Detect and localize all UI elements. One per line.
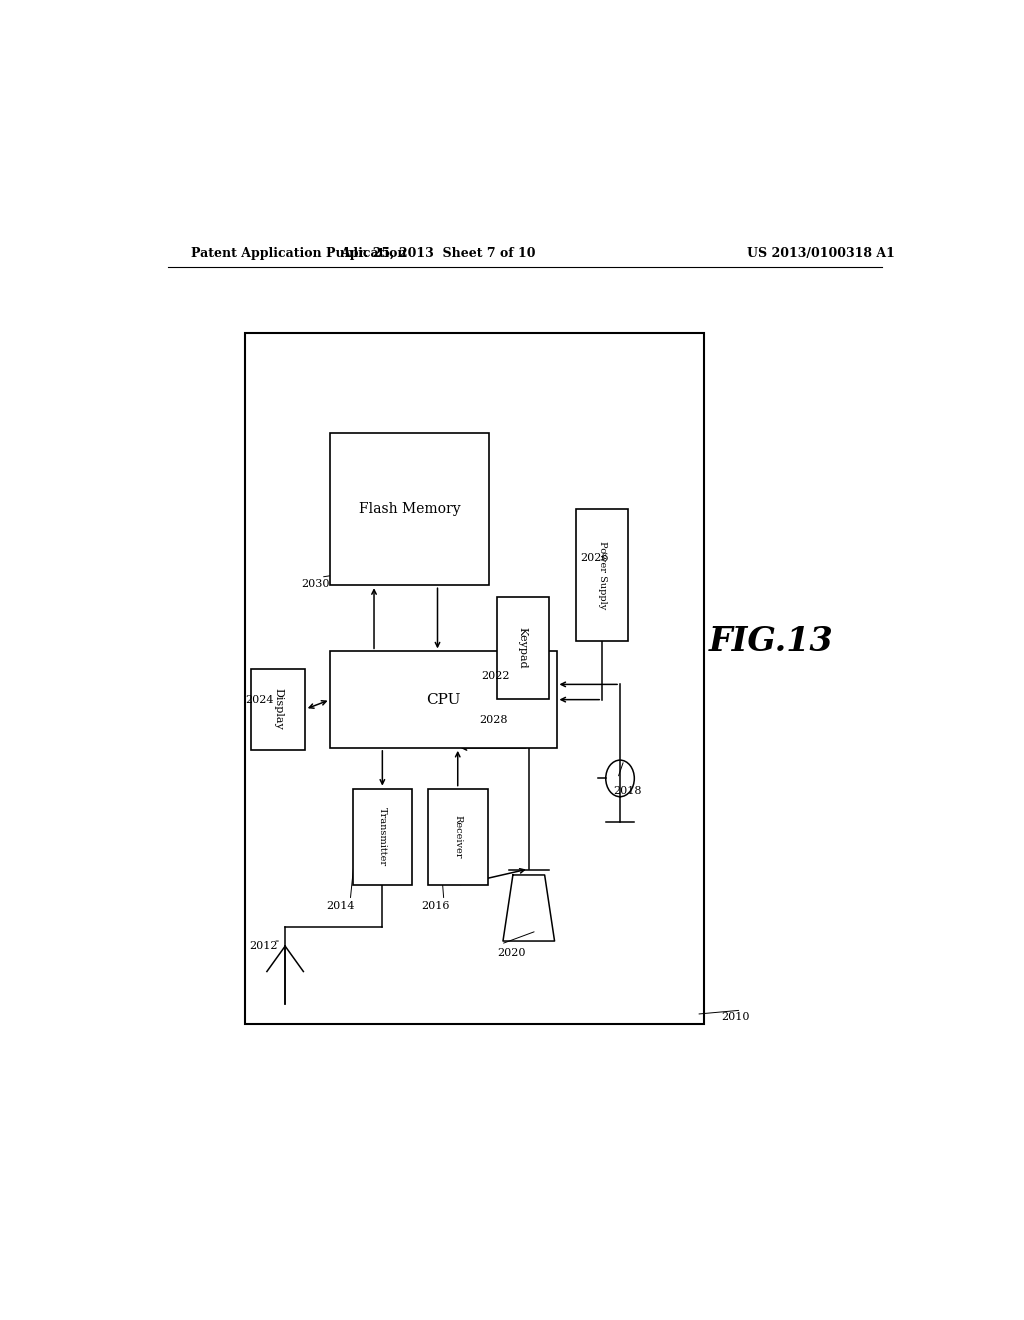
- Text: US 2013/0100318 A1: US 2013/0100318 A1: [748, 247, 895, 260]
- Text: Apr. 25, 2013  Sheet 7 of 10: Apr. 25, 2013 Sheet 7 of 10: [340, 247, 536, 260]
- Text: 2028: 2028: [479, 714, 507, 725]
- Text: 2018: 2018: [613, 785, 642, 796]
- Text: 2030: 2030: [301, 579, 330, 589]
- Text: Receiver: Receiver: [454, 814, 462, 858]
- Text: Patent Application Publication: Patent Application Publication: [191, 247, 407, 260]
- Text: 2010: 2010: [722, 1012, 751, 1022]
- Bar: [251, 669, 305, 750]
- Text: 2026: 2026: [581, 553, 609, 562]
- Text: Transmitter: Transmitter: [378, 808, 387, 866]
- Text: Display: Display: [273, 689, 283, 730]
- Text: 2020: 2020: [497, 948, 525, 958]
- Bar: [428, 788, 487, 886]
- Text: 2016: 2016: [422, 900, 451, 911]
- Text: Power Supply: Power Supply: [598, 541, 606, 610]
- Text: FIG.13: FIG.13: [709, 624, 834, 657]
- Text: 2022: 2022: [481, 671, 510, 681]
- Text: 2012: 2012: [250, 941, 278, 952]
- Text: Keypad: Keypad: [518, 627, 527, 669]
- Bar: [577, 510, 628, 642]
- Bar: [352, 788, 412, 886]
- Text: 2024: 2024: [246, 696, 274, 705]
- Bar: [246, 333, 705, 1024]
- Text: Flash Memory: Flash Memory: [359, 502, 461, 516]
- Bar: [497, 598, 549, 700]
- Text: CPU: CPU: [426, 693, 461, 706]
- Bar: [331, 651, 557, 748]
- Text: 2014: 2014: [327, 900, 355, 911]
- Bar: [331, 433, 489, 585]
